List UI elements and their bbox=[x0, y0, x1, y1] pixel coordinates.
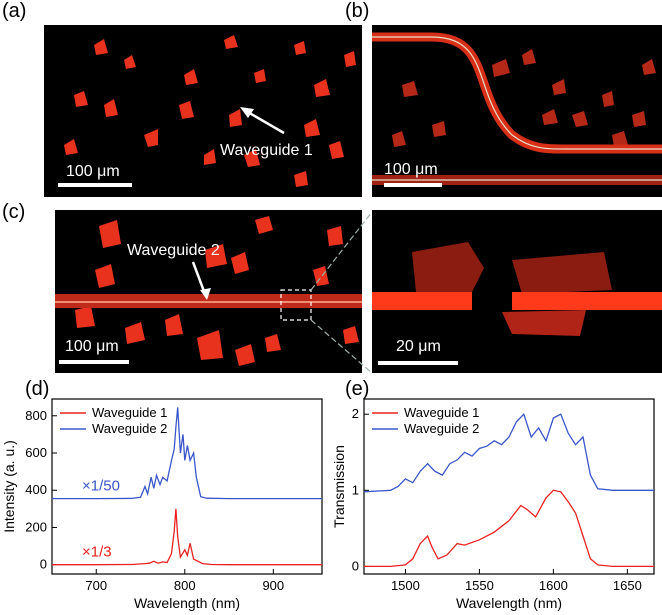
inset-image bbox=[372, 242, 662, 336]
panel-label-e: (e) bbox=[345, 378, 370, 400]
panel-label-d: (d) bbox=[25, 378, 50, 400]
y-tick-label: 200 bbox=[25, 519, 47, 534]
crystal-field-c bbox=[55, 216, 362, 366]
x-tick-label: 800 bbox=[174, 578, 196, 593]
x-tick-label: 700 bbox=[85, 578, 107, 593]
scale-bar-b bbox=[384, 183, 442, 187]
y-tick-label: 600 bbox=[25, 445, 47, 460]
crystal-field-a bbox=[64, 35, 356, 187]
micrograph-b: 100 μm bbox=[372, 25, 662, 197]
legend-label-1: Waveguide 1 bbox=[92, 405, 167, 420]
legend-label-1: Waveguide 1 bbox=[404, 405, 479, 420]
panel-label-b: (b) bbox=[345, 0, 370, 22]
scale-note: ×1/50 bbox=[82, 478, 120, 495]
legend-label-2: Waveguide 2 bbox=[404, 421, 479, 436]
scale-text-c: 100 μm bbox=[65, 338, 119, 355]
annotation-waveguide-1: Waveguide 1 bbox=[220, 142, 313, 159]
scale-text-b: 100 μm bbox=[384, 161, 438, 178]
inset-region-box bbox=[280, 289, 312, 321]
scale-text-a: 100 μm bbox=[66, 163, 120, 180]
scale-note: ×1/3 bbox=[82, 544, 112, 561]
micrograph-a: Waveguide 1 100 μm bbox=[44, 25, 362, 197]
scale-bar-a bbox=[58, 183, 132, 187]
micrograph-c: Waveguide 2 100 μm bbox=[55, 210, 362, 373]
y-axis-label: Transmission bbox=[332, 445, 347, 528]
series-line-2 bbox=[363, 412, 654, 493]
y-tick-label: 400 bbox=[25, 482, 47, 497]
x-tick-label: 1600 bbox=[539, 578, 568, 593]
waveguide-path-b bbox=[372, 32, 662, 185]
y-tick-label: 800 bbox=[25, 408, 47, 423]
plot-frame bbox=[363, 398, 655, 575]
y-tick-label: 0 bbox=[352, 558, 359, 573]
x-tick-label: 1500 bbox=[391, 578, 420, 593]
series-line-1 bbox=[52, 508, 322, 566]
x-tick-label: 1650 bbox=[613, 578, 642, 593]
x-tick-label: 1550 bbox=[465, 578, 494, 593]
x-axis-label: Wavelength (nm) bbox=[456, 595, 562, 611]
panel-label-c: (c) bbox=[2, 201, 26, 223]
y-tick-label: 1 bbox=[352, 482, 359, 497]
scale-bar-inset bbox=[378, 361, 458, 365]
series-line-2 bbox=[52, 407, 322, 500]
annotation-waveguide-2: Waveguide 2 bbox=[127, 242, 220, 259]
series-line-1 bbox=[364, 489, 654, 568]
y-axis-label: Intensity (a. u.) bbox=[1, 440, 17, 533]
panel-label-a: (a) bbox=[2, 0, 27, 22]
y-tick-label: 0 bbox=[40, 557, 47, 572]
x-tick-label: 900 bbox=[262, 578, 284, 593]
x-axis-label: Wavelength (nm) bbox=[134, 595, 240, 611]
micrograph-inset: 20 μm bbox=[372, 210, 662, 373]
scale-text-inset: 20 μm bbox=[396, 338, 441, 355]
y-tick-label: 2 bbox=[352, 406, 359, 421]
plot-frame bbox=[51, 398, 323, 575]
chart-d: 700 800 900 0 200 400 600 800 Wavelength (nm) Int… bbox=[1, 398, 323, 611]
chart-e: 1500 1550 1600 1650 0 1 2 Wavelength (nm) Transm… bbox=[332, 398, 655, 611]
scale-bar-c bbox=[59, 360, 129, 364]
legend-label-2: Waveguide 2 bbox=[92, 421, 167, 436]
arrow-a bbox=[240, 107, 285, 135]
